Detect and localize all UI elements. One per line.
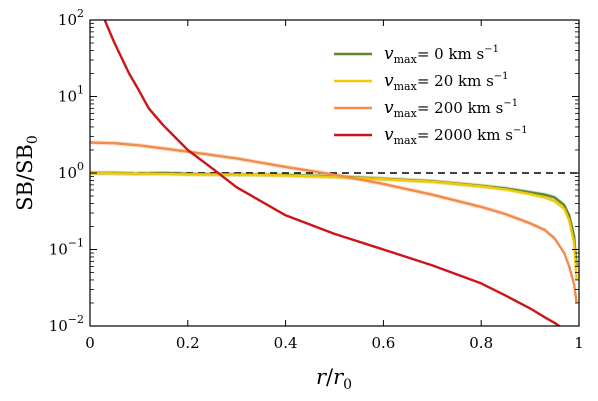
legend-label-0: vmax= 0 km s−1 <box>384 44 499 66</box>
y-tick-label: 10−2 <box>49 313 84 335</box>
x-tick-label: 0.8 <box>469 334 493 352</box>
x-tick-label: 0 <box>85 334 95 352</box>
y-tick-label: 10−1 <box>49 237 84 259</box>
y-axis-label: SB/SB0 <box>13 135 41 211</box>
series-line-200 <box>90 141 578 304</box>
y-tick-label: 101 <box>58 84 84 106</box>
series-line-2000 <box>103 20 562 326</box>
x-tick-label: 0.2 <box>176 334 200 352</box>
x-tick-label: 0.6 <box>371 334 395 352</box>
series-line-20 <box>90 171 578 280</box>
legend: vmax= 0 km s−1 vmax= 20 km s−1 vmax= 200 k… <box>334 44 528 147</box>
y-tick-label: 102 <box>58 7 84 29</box>
legend-label-2000: vmax= 2000 km s−1 <box>384 125 528 147</box>
x-tick-label: 1 <box>574 334 584 352</box>
x-axis-label: r/r0 <box>316 365 352 393</box>
y-tick-label: 100 <box>58 160 84 182</box>
legend-label-20: vmax= 20 km s−1 <box>384 71 509 93</box>
x-tick-label: 0.4 <box>274 334 298 352</box>
legend-label-200: vmax= 200 km s−1 <box>384 98 518 120</box>
